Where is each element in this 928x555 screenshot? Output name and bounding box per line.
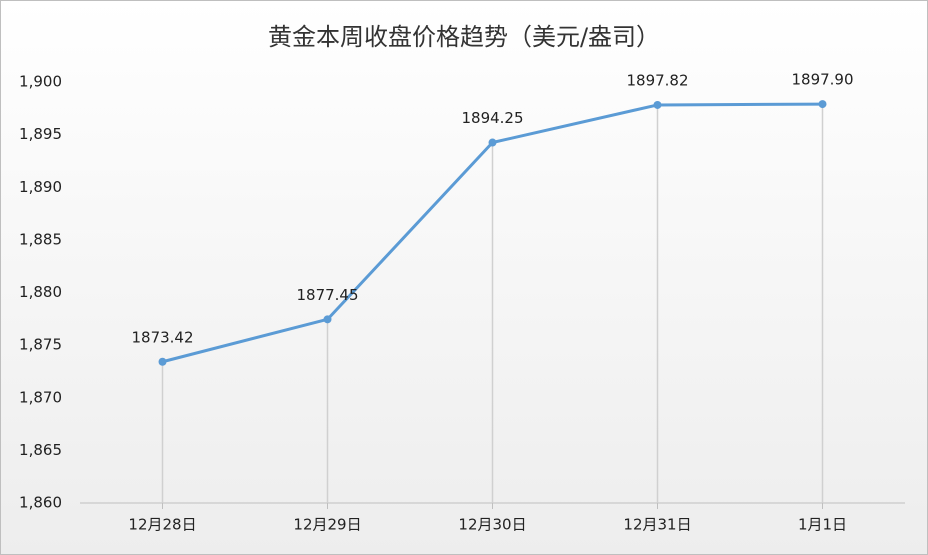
point xyxy=(818,100,827,109)
x-tick-label: 12月29日 xyxy=(293,516,361,534)
y-tick-label: 1,870 xyxy=(19,388,62,406)
data-label: 1877.45 xyxy=(296,286,358,304)
y-tick-label: 1,895 xyxy=(19,125,62,143)
data-label: 1897.90 xyxy=(791,71,853,89)
y-tick-label: 1,880 xyxy=(19,283,62,301)
y-tick-label: 1,885 xyxy=(19,230,62,248)
y-tick-label: 1,860 xyxy=(19,494,62,512)
x-tick-label: 12月30日 xyxy=(458,516,526,534)
y-tick-label: 1,900 xyxy=(19,73,62,91)
x-tick-label: 12月28日 xyxy=(128,516,196,534)
point xyxy=(488,138,497,147)
x-tick-label: 12月31日 xyxy=(623,516,691,534)
point xyxy=(653,100,662,109)
y-tick-label: 1,890 xyxy=(19,178,62,196)
data-label: 1873.42 xyxy=(131,328,193,346)
x-tick-label: 1月1日 xyxy=(798,516,847,534)
y-tick-label: 1,865 xyxy=(19,441,62,459)
data-label: 1897.82 xyxy=(626,71,688,89)
point xyxy=(158,357,167,366)
y-tick-label: 1,875 xyxy=(19,336,62,354)
point xyxy=(323,315,332,324)
data-label: 1894.25 xyxy=(461,109,523,127)
chart-title: 黄金本周收盘价格趋势（美元/盎司） xyxy=(268,23,660,51)
